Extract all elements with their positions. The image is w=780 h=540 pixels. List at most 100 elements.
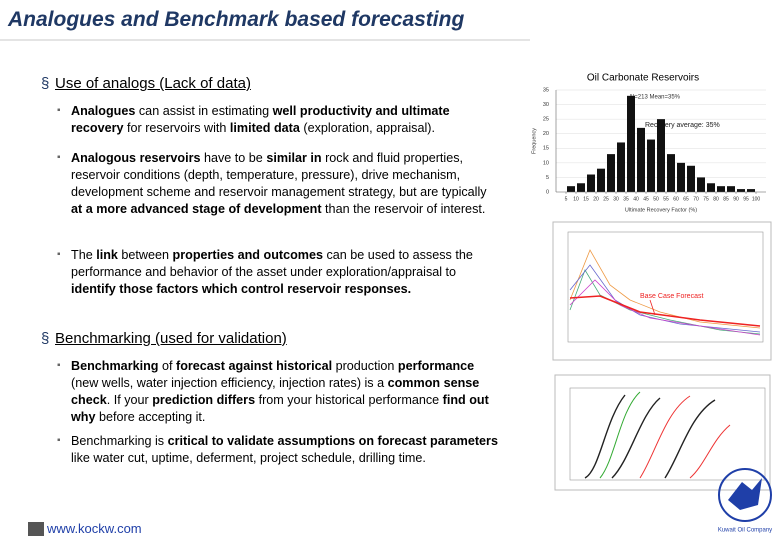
text-run: Analogues <box>71 104 136 118</box>
bullet: The link between properties and outcomes… <box>71 247 501 298</box>
histogram-bar <box>597 168 605 192</box>
logo: Kuwait Oil Company <box>718 468 772 534</box>
x-tick-label: 50 <box>653 196 659 202</box>
text-run: Analogous reservoirs <box>71 151 201 165</box>
y-tick-label: 10 <box>543 160 549 166</box>
histogram-annotation: Recovery average: 35% <box>645 122 720 129</box>
section-heading: Benchmarking (used for validation) <box>41 330 287 347</box>
y-axis-label: Frequency <box>531 128 537 154</box>
x-tick-label: 65 <box>683 196 689 202</box>
x-tick-label: 75 <box>703 196 709 202</box>
x-tick-label: 25 <box>603 196 609 202</box>
text-run: have to be <box>200 151 267 165</box>
histogram-bar <box>747 189 755 192</box>
y-tick-label: 20 <box>543 131 549 137</box>
bullet-marker: ▪ <box>57 249 61 260</box>
x-tick-label: 5 <box>565 196 568 202</box>
histogram-bar <box>637 127 645 192</box>
histogram-bar <box>707 183 715 192</box>
y-tick-label: 25 <box>543 117 549 123</box>
bullet: Benchmarking is critical to validate ass… <box>71 433 501 467</box>
text-run: identify those factors which control res… <box>71 282 412 296</box>
bullet-marker: ▪ <box>57 105 61 116</box>
x-tick-label: 15 <box>583 196 589 202</box>
text-run: production <box>332 359 398 373</box>
histogram-bar <box>607 154 615 192</box>
text-run: forecast against historical <box>176 359 333 373</box>
text-run: (new wells, water injection efficiency, … <box>71 376 388 390</box>
text-run: than the reservoir of interest. <box>321 202 486 216</box>
y-tick-label: 0 <box>546 189 549 195</box>
text-run: critical to validate assumptions on fore… <box>167 434 498 448</box>
text-run: like water cut, uptime, deferment, proje… <box>71 451 426 465</box>
histogram-bar <box>647 139 655 192</box>
text-run: (exploration, appraisal). <box>299 121 435 135</box>
text-run: can be used to assess the performance an… <box>71 248 473 279</box>
x-tick-label: 40 <box>633 196 639 202</box>
type-curve-figure: Base Case Forecast <box>552 221 772 361</box>
text-run: from your historical performance <box>255 393 443 407</box>
bullet: Benchmarking of forecast against histori… <box>71 358 501 426</box>
text-run: The <box>71 248 97 262</box>
text-run: . If your <box>106 393 153 407</box>
text-run: Benchmarking <box>71 359 159 373</box>
histogram-bar <box>697 177 705 192</box>
text-run: limited data <box>229 121 300 135</box>
x-tick-label: 30 <box>613 196 619 202</box>
text-run: well productivity and ultimate recovery <box>71 104 450 135</box>
logo-emblem <box>728 478 762 510</box>
bullet: Analogues can assist in estimating well … <box>71 103 501 137</box>
text-run: of <box>158 359 176 373</box>
bullet-marker: ▪ <box>57 152 61 163</box>
frame <box>552 221 772 361</box>
x-tick-label: 80 <box>713 196 719 202</box>
text-run: link <box>96 248 118 262</box>
curve <box>664 399 716 479</box>
text-run: for reservoirs with <box>123 121 230 135</box>
histogram-bar <box>677 162 685 192</box>
histogram-bar <box>727 186 735 192</box>
plot-area <box>569 387 766 481</box>
y-tick-label: 30 <box>543 102 549 108</box>
x-tick-label: 70 <box>693 196 699 202</box>
y-tick-label: 5 <box>546 175 549 181</box>
histogram-bar <box>687 165 695 192</box>
footer-url[interactable]: www.kockw.com <box>47 521 142 536</box>
histogram-bar <box>577 183 585 192</box>
histogram-stats: N=213 Mean=35% <box>630 95 681 101</box>
y-tick-label: 35 <box>543 87 549 93</box>
curve <box>611 397 661 479</box>
histogram-bar <box>627 95 635 192</box>
footer-square <box>28 522 44 536</box>
text-run: properties and outcomes <box>172 248 323 262</box>
x-axis-label: Ultimate Recovery Factor (%) <box>625 207 697 213</box>
type-curve-annotation: Base Case Forecast <box>640 293 703 300</box>
plot-area <box>567 231 764 343</box>
histogram-title: Oil Carbonate Reservoirs <box>587 73 699 84</box>
curve <box>569 279 761 336</box>
curve <box>689 424 731 479</box>
logo-ring <box>718 468 772 522</box>
text-run: before accepting it. <box>95 410 206 424</box>
x-tick-label: 90 <box>733 196 739 202</box>
x-tick-label: 45 <box>643 196 649 202</box>
curve <box>569 269 761 335</box>
text-run: prediction differs <box>152 393 256 407</box>
x-tick-label: 55 <box>663 196 669 202</box>
x-tick-label: 95 <box>743 196 749 202</box>
x-tick-label: 20 <box>593 196 599 202</box>
base-case <box>569 295 761 327</box>
curve <box>599 391 641 479</box>
text-run: common sense check <box>71 376 480 407</box>
curve <box>639 395 691 479</box>
text-run: performance <box>397 359 475 373</box>
histogram-bar <box>667 154 675 192</box>
water-cut-figure <box>554 374 771 491</box>
histogram-bar <box>717 186 725 192</box>
histogram-bar <box>657 119 665 192</box>
bullet-marker: ▪ <box>57 435 61 446</box>
text-run: rock and fluid properties, reservoir con… <box>71 151 487 199</box>
y-tick-label: 15 <box>543 146 549 152</box>
